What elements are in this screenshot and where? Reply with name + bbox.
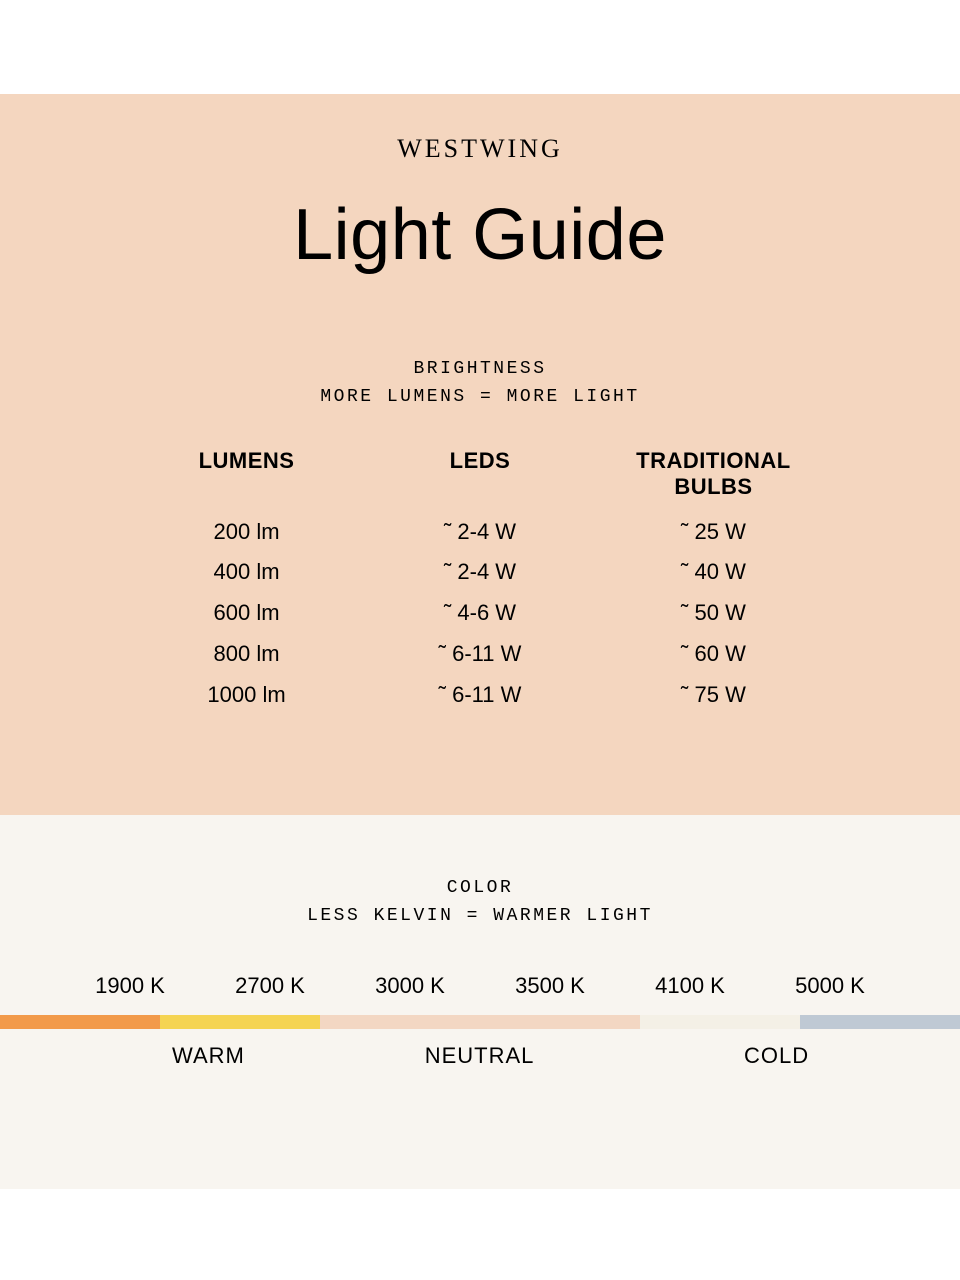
kelvin-value: 3500 K	[480, 973, 620, 999]
cell-traditional: ˜ 25 W	[597, 512, 830, 553]
cell-lumens: 800 lm	[130, 634, 363, 675]
temp-label-neutral: NEUTRAL	[340, 1043, 620, 1069]
kelvin-value: 3000 K	[340, 973, 480, 999]
cell-leds: ˜ 6-11 W	[363, 675, 596, 716]
table-row: 200 lm ˜ 2-4 W ˜ 25 W	[130, 512, 830, 553]
temperature-label-row: WARM NEUTRAL COLD	[60, 1043, 900, 1069]
color-panel: COLOR LESS KELVIN = WARMER LIGHT 1900 K …	[0, 815, 960, 1189]
cell-traditional: ˜ 50 W	[597, 593, 830, 634]
cell-traditional: ˜ 40 W	[597, 552, 830, 593]
cell-lumens: 1000 lm	[130, 675, 363, 716]
brand-logo: WESTWING	[0, 134, 960, 164]
brightness-heading-line1: BRIGHTNESS	[0, 356, 960, 384]
brightness-heading: BRIGHTNESS MORE LUMENS = MORE LIGHT	[0, 356, 960, 412]
table-row: 400 lm ˜ 2-4 W ˜ 40 W	[130, 552, 830, 593]
kelvin-value: 1900 K	[60, 973, 200, 999]
kelvin-segment	[320, 1015, 480, 1029]
kelvin-segment	[160, 1015, 320, 1029]
table-header-row: LUMENS LEDS TRADITIONAL BULBS	[130, 448, 830, 500]
color-heading: COLOR LESS KELVIN = WARMER LIGHT	[0, 875, 960, 931]
col-header-traditional: TRADITIONAL BULBS	[597, 448, 830, 500]
table-row: 1000 lm ˜ 6-11 W ˜ 75 W	[130, 675, 830, 716]
color-heading-line1: COLOR	[0, 875, 960, 903]
page-title: Light Guide	[0, 194, 960, 276]
cell-leds: ˜ 6-11 W	[363, 634, 596, 675]
table-row: 800 lm ˜ 6-11 W ˜ 60 W	[130, 634, 830, 675]
cell-traditional: ˜ 60 W	[597, 634, 830, 675]
brightness-table: LUMENS LEDS TRADITIONAL BULBS 200 lm ˜ 2…	[130, 448, 830, 715]
cell-lumens: 600 lm	[130, 593, 363, 634]
table-row: 600 lm ˜ 4-6 W ˜ 50 W	[130, 593, 830, 634]
col-header-leds: LEDS	[363, 448, 596, 500]
cell-lumens: 200 lm	[130, 512, 363, 553]
kelvin-value-row: 1900 K 2700 K 3000 K 3500 K 4100 K 5000 …	[60, 973, 900, 999]
cell-lumens: 400 lm	[130, 552, 363, 593]
kelvin-segment	[640, 1015, 800, 1029]
kelvin-value: 2700 K	[200, 973, 340, 999]
cell-leds: ˜ 4-6 W	[363, 593, 596, 634]
kelvin-segment	[480, 1015, 640, 1029]
light-guide-infographic: WESTWING Light Guide BRIGHTNESS MORE LUM…	[0, 0, 960, 1280]
cell-leds: ˜ 2-4 W	[363, 552, 596, 593]
col-header-lumens: LUMENS	[130, 448, 363, 500]
brightness-heading-line2: MORE LUMENS = MORE LIGHT	[0, 384, 960, 412]
kelvin-color-bar	[0, 1015, 960, 1029]
kelvin-value: 4100 K	[620, 973, 760, 999]
kelvin-scale: 1900 K 2700 K 3000 K 3500 K 4100 K 5000 …	[0, 973, 960, 1069]
brightness-panel: WESTWING Light Guide BRIGHTNESS MORE LUM…	[0, 94, 960, 815]
temp-label-warm: WARM	[60, 1043, 340, 1069]
kelvin-value: 5000 K	[760, 973, 900, 999]
kelvin-segment	[800, 1015, 960, 1029]
cell-traditional: ˜ 75 W	[597, 675, 830, 716]
kelvin-segment	[0, 1015, 160, 1029]
color-heading-line2: LESS KELVIN = WARMER LIGHT	[0, 903, 960, 931]
cell-leds: ˜ 2-4 W	[363, 512, 596, 553]
temp-label-cold: COLD	[619, 1043, 899, 1069]
